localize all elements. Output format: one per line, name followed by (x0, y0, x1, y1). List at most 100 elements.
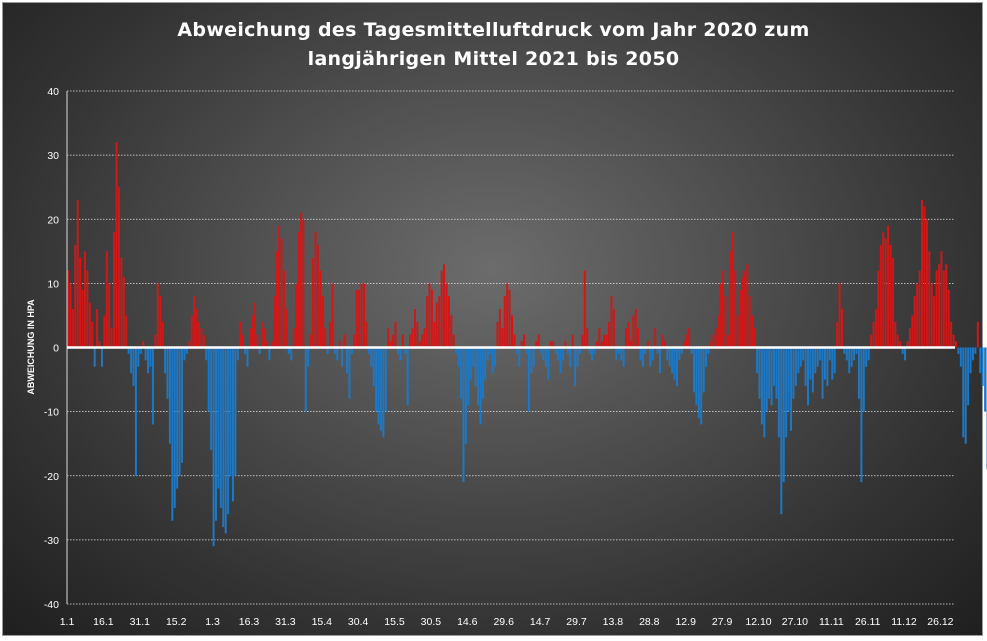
bar (350, 347, 353, 354)
bar (709, 341, 712, 348)
bar (363, 283, 365, 348)
bar (889, 244, 892, 348)
bar (130, 347, 133, 374)
bar (202, 334, 205, 348)
bar (103, 315, 106, 348)
bar (171, 347, 174, 521)
bar (540, 347, 543, 354)
bar (552, 341, 555, 348)
bar (168, 347, 171, 444)
bar (627, 321, 630, 348)
bar (955, 341, 957, 348)
bar (248, 328, 251, 348)
bar (523, 334, 526, 348)
chart-title-line-1: Abweichung des Tagesmittelluftdruck vom … (177, 19, 810, 41)
bar (663, 341, 666, 348)
bar (132, 347, 135, 386)
bar (416, 321, 419, 348)
bar (840, 309, 843, 348)
x-tick-label: 12.10 (745, 616, 771, 628)
bar (96, 309, 99, 348)
bar (705, 347, 708, 367)
bar (571, 334, 574, 348)
bar (945, 264, 948, 348)
bar (777, 347, 780, 438)
bar (71, 309, 74, 348)
bar (702, 347, 705, 393)
axes (66, 91, 955, 604)
x-tick-label: 26.11 (855, 616, 881, 628)
bar (947, 289, 950, 348)
bar (637, 328, 640, 348)
bar (743, 270, 746, 348)
bar (265, 341, 268, 348)
bar (794, 347, 797, 386)
bar (608, 321, 611, 348)
bar (382, 347, 385, 438)
bar (775, 347, 778, 399)
bar (413, 309, 416, 348)
bar (309, 334, 312, 348)
bar (600, 341, 603, 348)
bar (525, 347, 528, 354)
bar (639, 347, 642, 361)
bar (511, 315, 513, 348)
x-tick-label: 30.4 (348, 616, 369, 628)
bar (865, 347, 868, 367)
bar (935, 270, 938, 348)
bar (134, 347, 137, 476)
bar (355, 289, 358, 348)
bar (962, 347, 965, 438)
x-tick-label: 28.8 (639, 616, 660, 628)
bar (629, 341, 632, 348)
bar (530, 347, 533, 374)
bar (564, 341, 567, 348)
bar (661, 334, 664, 348)
bar (921, 200, 924, 348)
bar (857, 347, 860, 399)
bar (872, 321, 875, 348)
bar (312, 257, 315, 348)
bar (925, 219, 928, 348)
bar (908, 328, 911, 348)
bar (700, 347, 703, 425)
bar (971, 347, 974, 361)
bar (113, 232, 116, 348)
bar (159, 296, 162, 348)
bar (756, 347, 759, 374)
bar (244, 347, 247, 354)
bar (127, 347, 130, 354)
bar (729, 251, 732, 348)
bar (496, 321, 499, 348)
bar (930, 283, 933, 348)
bar (290, 347, 293, 361)
bar (625, 328, 628, 348)
bar (870, 334, 873, 348)
bar (952, 334, 955, 348)
bar (547, 347, 550, 380)
bar (307, 347, 310, 367)
bar (86, 270, 89, 348)
bar (241, 334, 244, 348)
bar (612, 309, 615, 348)
bar (617, 347, 620, 354)
bar (569, 347, 572, 367)
bar (807, 347, 809, 406)
bar (450, 315, 453, 348)
bar (646, 341, 649, 348)
bar (561, 347, 564, 361)
bar (498, 309, 501, 348)
bar (215, 347, 217, 521)
bar (280, 238, 283, 348)
bar (239, 321, 242, 348)
x-tick-label: 16.3 (239, 616, 260, 628)
bar (489, 347, 492, 354)
bar (981, 347, 984, 386)
bar (275, 251, 278, 348)
bar (634, 309, 637, 348)
bar (979, 347, 982, 374)
bar (338, 341, 341, 348)
bar (811, 347, 814, 393)
bar (137, 347, 140, 367)
